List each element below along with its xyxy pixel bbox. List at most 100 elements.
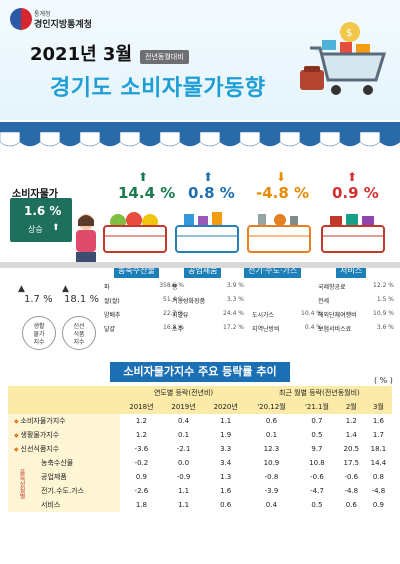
detail-item: 빵 — [172, 284, 178, 291]
awning-stripe — [79, 131, 101, 147]
cell: 0.5 — [296, 428, 338, 442]
living-l3: 지수 — [33, 339, 45, 346]
row-label: ◆ 생활물가지수 — [8, 428, 121, 442]
org-name: 경인지방통계청 — [34, 20, 92, 30]
cpi-direction: 상승 — [28, 225, 43, 234]
cell: 3.4 — [204, 456, 247, 470]
detail-value: 24.4 % — [223, 310, 244, 317]
detail-item: 보험서비스료 — [318, 326, 352, 333]
cell: 14.4 — [364, 456, 392, 470]
awning-stripe — [359, 131, 381, 147]
row-label: 공업제품 — [35, 470, 121, 484]
table-title: 소비자물가지수 주요 등락률 추이 — [110, 362, 290, 382]
detail-row: 파 358.6 % — [104, 282, 184, 296]
detail-value: 358.6 % — [159, 282, 184, 289]
cpi-value: 1.6 % — [24, 204, 62, 218]
cell: -0.6 — [337, 470, 365, 484]
detail-row: 보험서비스료 3.6 % — [318, 324, 394, 338]
awning-decoration — [0, 122, 400, 147]
cell: 0.6 — [246, 414, 297, 428]
detail-row: 소주 17.2 % — [172, 324, 244, 338]
cell: 12.3 — [246, 442, 297, 456]
awning-stripe — [179, 131, 201, 147]
row-label: 서비스 — [35, 498, 121, 512]
cell: 1.2 — [120, 428, 163, 442]
awning-stripe — [339, 131, 361, 147]
group-monthly: 최근 월별 등락(전년동월비) — [246, 386, 392, 400]
cell: -4.7 — [296, 484, 338, 498]
detail-row: 쌀(쌀) 51.4 % — [104, 296, 184, 310]
cell: -0.2 — [120, 456, 163, 470]
divider-strip — [0, 262, 400, 268]
cell: 1.6 — [204, 484, 247, 498]
detail-row: 전세 1.5 % — [318, 296, 394, 310]
industrial-value: 0.8 % — [188, 184, 235, 202]
detail-row: 휘발유 24.4 % — [172, 310, 244, 324]
cell: 1.1 — [162, 484, 205, 498]
cell: 18.1 — [364, 442, 392, 456]
fresh-index-arrow-icon: ▲ — [62, 284, 69, 294]
detail-value: 16.8 % — [163, 324, 184, 331]
detail-item: 소주 — [172, 326, 184, 333]
col-header: 2019년 — [162, 400, 205, 414]
cell: 17.5 — [337, 456, 365, 470]
cell: 0.9 — [120, 470, 163, 484]
awning-stripe — [159, 131, 181, 147]
col-header: 3월 — [364, 400, 392, 414]
side-label: 품목성질별 — [8, 456, 35, 512]
cell: 0.0 — [162, 456, 205, 470]
category-industrial: ⬆ 0.8 % — [188, 170, 235, 202]
detail-row: 기능성화장품 3.3 % — [172, 296, 244, 310]
cell: -2.6 — [120, 484, 163, 498]
up-arrow-icon: ⬆ — [202, 170, 214, 184]
cell: 20.5 — [337, 442, 365, 456]
table-row: ◆ 소비자물가지수 1.2 0.4 1.1 0.6 0.7 1.2 1.6 — [8, 414, 392, 428]
cell: 0.4 — [246, 498, 297, 512]
table-header-group-row: 연도별 등락(전년비) 최근 월별 등락(전년동월비) — [8, 386, 392, 400]
agri-value: 14.4 % — [118, 184, 176, 202]
cell: 0.1 — [162, 428, 205, 442]
cell: -0.9 — [162, 470, 205, 484]
fresh-l1: 신선 — [73, 323, 85, 330]
cell: 1.8 — [120, 498, 163, 512]
row-label-text: 소비자물가지수 — [20, 417, 66, 425]
services-details: 국제항공료 12.2 % 전세 1.5 % 해외단체여행비 10.9 % 보험서비스료… — [318, 282, 394, 338]
awning-stripe — [259, 131, 281, 147]
table-unit: ( % ) — [374, 376, 393, 385]
cell: 0.7 — [296, 414, 338, 428]
awning-stripe — [319, 131, 341, 147]
table-corner-2 — [8, 400, 121, 414]
industrial-details: 빵 3.9 % 기능성화장품 3.3 % 휘발유 24.4 % 소주 17.2 % — [172, 282, 244, 338]
detail-value: 3.6 % — [376, 324, 394, 331]
group-yearly: 연도별 등락(전년비) — [120, 386, 247, 400]
cpi-box — [10, 198, 72, 242]
cell: -2.1 — [162, 442, 205, 456]
up-arrow-icon: ⬆ — [346, 170, 358, 184]
detail-row: 빵 3.9 % — [172, 282, 244, 296]
services-basket-icon — [321, 214, 385, 253]
detail-value: 3.3 % — [226, 296, 244, 303]
main-title: 경기도 소비자물가동향 — [50, 76, 266, 101]
cell: 3.3 — [204, 442, 247, 456]
table-row: 서비스 1.8 1.1 0.6 0.4 0.5 0.6 0.9 — [8, 498, 392, 512]
shopping-cart-icon: $ — [300, 22, 387, 95]
shopper-person-icon — [76, 214, 96, 262]
svg-text:$: $ — [346, 28, 352, 39]
fresh-l2: 식품 — [73, 331, 85, 338]
detail-item: 해외단체여행비 — [318, 312, 357, 319]
category-agri: ⬆ 14.4 % — [118, 170, 175, 202]
row-label: 전기.수도.가스 — [35, 484, 121, 498]
cell: -3.9 — [246, 484, 297, 498]
cell: 1.6 — [364, 414, 392, 428]
awning-stripe — [99, 131, 121, 147]
utilities-value: -4.8 % — [256, 184, 310, 202]
table-row: 공업제품 0.9 -0.9 1.3 -0.8 -0.6 -0.6 0.8 — [8, 470, 392, 484]
cpi-label: 소비자물가 — [12, 189, 58, 200]
cell: 1.7 — [364, 428, 392, 442]
col-header: '20.12월 — [246, 400, 297, 414]
cell: 1.1 — [204, 414, 247, 428]
up-arrow-icon: ⬆ — [52, 223, 60, 233]
row-label: 농축수산물 — [35, 456, 121, 470]
cell: 10.9 — [246, 456, 297, 470]
fresh-index-badge: 신선 식품 지수 — [62, 316, 96, 350]
